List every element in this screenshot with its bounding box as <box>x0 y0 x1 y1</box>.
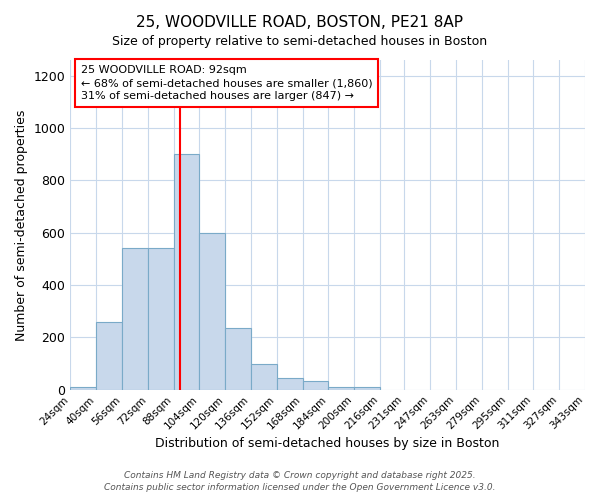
Bar <box>225 328 251 390</box>
Bar <box>70 387 96 390</box>
Bar <box>354 387 380 390</box>
Bar <box>199 232 225 390</box>
Bar <box>277 378 302 390</box>
X-axis label: Distribution of semi-detached houses by size in Boston: Distribution of semi-detached houses by … <box>155 437 500 450</box>
Text: Contains HM Land Registry data © Crown copyright and database right 2025.
Contai: Contains HM Land Registry data © Crown c… <box>104 471 496 492</box>
Text: 25, WOODVILLE ROAD, BOSTON, PE21 8AP: 25, WOODVILLE ROAD, BOSTON, PE21 8AP <box>137 15 464 30</box>
Bar <box>251 364 277 390</box>
Bar <box>148 248 173 390</box>
Text: 25 WOODVILLE ROAD: 92sqm
← 68% of semi-detached houses are smaller (1,860)
31% o: 25 WOODVILLE ROAD: 92sqm ← 68% of semi-d… <box>80 65 372 102</box>
Bar <box>302 380 328 390</box>
Bar <box>122 248 148 390</box>
Bar <box>173 154 199 390</box>
Bar <box>96 322 122 390</box>
Text: Size of property relative to semi-detached houses in Boston: Size of property relative to semi-detach… <box>112 35 488 48</box>
Y-axis label: Number of semi-detached properties: Number of semi-detached properties <box>15 109 28 340</box>
Bar <box>328 387 354 390</box>
